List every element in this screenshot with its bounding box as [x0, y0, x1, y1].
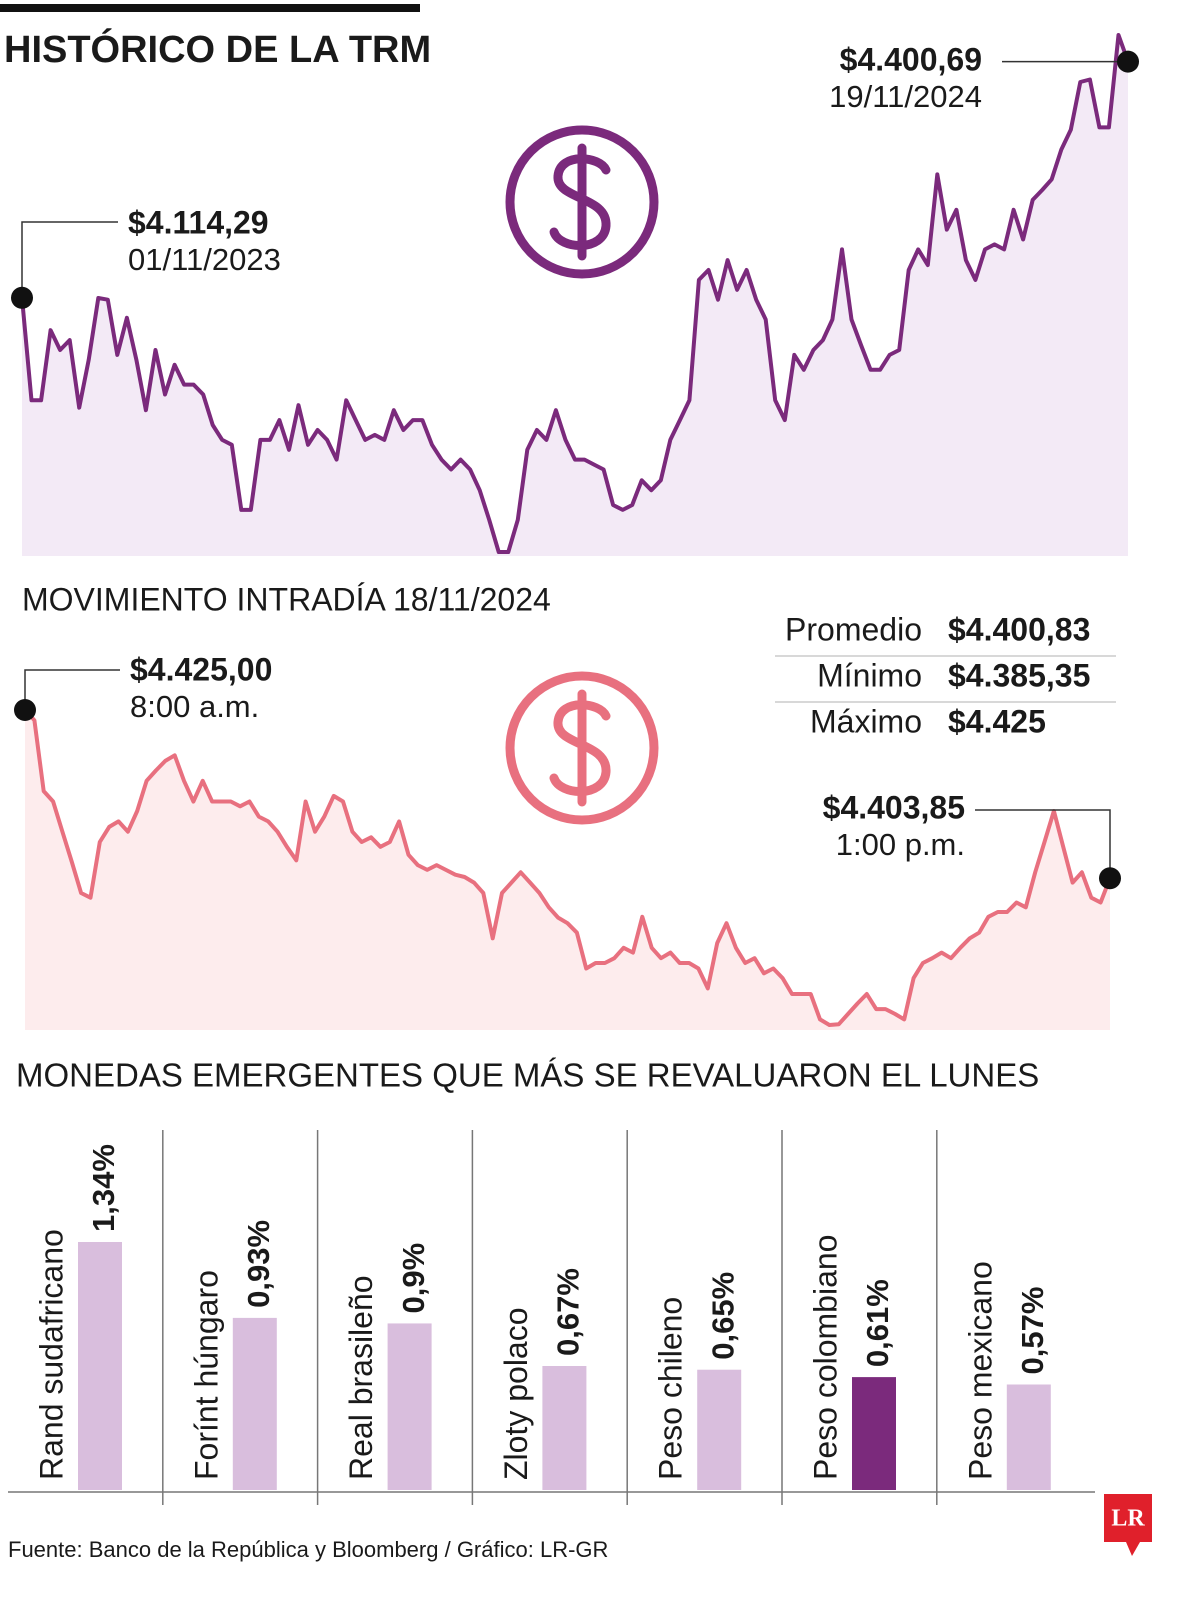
annotation-date: 1:00 p.m.: [836, 827, 965, 862]
area: [25, 710, 1110, 1030]
point-marker: [14, 699, 36, 721]
logo-text: LR: [1111, 1506, 1145, 1532]
chart-title: MOVIMIENTO INTRADÍA 18/11/2024: [22, 581, 551, 617]
bar: [542, 1366, 587, 1490]
stat-value: $4.425: [948, 703, 1046, 739]
point-marker: [1099, 867, 1121, 890]
category-label: Zloty polaco: [498, 1307, 534, 1480]
category-label: Rand sudafricano: [33, 1229, 69, 1480]
category-label: Peso chileno: [653, 1297, 689, 1480]
value-label: 0,65%: [705, 1272, 740, 1360]
bar: [1006, 1384, 1051, 1490]
value-label: 0,9%: [396, 1243, 431, 1314]
line: [20, 33, 1130, 554]
area: [22, 35, 1128, 556]
value-label: 0,61%: [860, 1279, 895, 1367]
stat-label: Mínimo: [817, 657, 922, 693]
category-label: Peso colombiano: [807, 1235, 843, 1480]
dollar-icon: [505, 671, 659, 825]
stat-label: Máximo: [810, 703, 922, 739]
bar: [387, 1323, 432, 1490]
bar: [697, 1369, 742, 1490]
annotation-date: 8:00 a.m.: [130, 689, 259, 724]
value-label: 0,57%: [1015, 1287, 1050, 1375]
annotation-value: $4.400,69: [840, 41, 982, 77]
value-label: 1,34%: [86, 1144, 121, 1232]
leader-line: [21, 221, 118, 298]
chart-title: MONEDAS EMERGENTES QUE MÁS SE REVALUARON…: [16, 1057, 1039, 1094]
stat-label: Promedio: [785, 611, 922, 647]
point-marker: [11, 286, 33, 309]
bar: [78, 1242, 122, 1490]
category-label: Peso mexicano: [962, 1261, 998, 1480]
annotation-date: 19/11/2024: [829, 79, 982, 114]
category-label: Real brasileño: [343, 1275, 379, 1480]
stat-value: $4.400,83: [948, 611, 1090, 647]
source: Fuente: Banco de la República y Bloomber…: [8, 1537, 608, 1562]
leader-line: [975, 809, 1111, 879]
leader-line: [24, 669, 120, 710]
chart-title: HISTÓRICO DE LA TRM: [4, 27, 431, 71]
annotation-value: $4.403,85: [823, 789, 965, 825]
dollar-icon: [505, 125, 659, 279]
point-marker: [1117, 50, 1139, 73]
value-label: 0,67%: [551, 1268, 586, 1356]
logo: LR: [1104, 1494, 1152, 1556]
category-label: Forínt húngaro: [188, 1270, 224, 1480]
annotation-date: 01/11/2023: [128, 242, 281, 277]
bar: [232, 1317, 277, 1490]
top-rule: [0, 4, 420, 12]
line: [23, 708, 1112, 1027]
annotation-value: $4.114,29: [128, 204, 269, 240]
stat-value: $4.385,35: [948, 657, 1090, 693]
annotation-value: $4.425,00: [130, 651, 272, 687]
bar: [852, 1377, 896, 1490]
value-label: 0,93%: [241, 1220, 276, 1308]
